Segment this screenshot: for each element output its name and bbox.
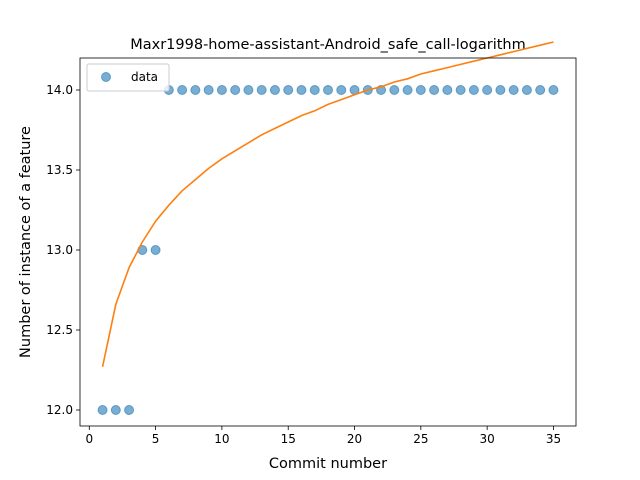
x-tick-label: 10 bbox=[214, 432, 229, 446]
data-point bbox=[323, 85, 333, 95]
x-tick-label: 20 bbox=[347, 432, 362, 446]
legend-label-data: data bbox=[131, 70, 158, 84]
data-point bbox=[269, 85, 280, 95]
x-tick-label: 25 bbox=[413, 432, 428, 446]
x-tick-label: 35 bbox=[546, 432, 561, 446]
data-point bbox=[203, 85, 214, 95]
x-tick-label: 30 bbox=[480, 432, 495, 446]
legend-marker bbox=[101, 72, 111, 82]
data-point bbox=[150, 245, 161, 255]
data-point bbox=[296, 85, 307, 95]
y-axis-label: Number of instance of a feature bbox=[18, 126, 34, 358]
data-point bbox=[508, 85, 519, 95]
legend-box bbox=[86, 63, 170, 92]
data-point bbox=[548, 85, 559, 95]
data-point bbox=[442, 85, 453, 95]
data-point bbox=[177, 85, 188, 95]
data-point bbox=[216, 85, 227, 95]
y-tick-label: 14.0 bbox=[46, 83, 73, 97]
data-point bbox=[256, 85, 267, 95]
y-tick-label: 13.5 bbox=[46, 163, 73, 177]
data-point bbox=[243, 85, 254, 95]
data-point bbox=[110, 405, 121, 415]
data-point bbox=[336, 85, 347, 95]
data-point bbox=[389, 85, 400, 95]
legend: data bbox=[86, 63, 170, 92]
x-tick-label: 0 bbox=[85, 432, 93, 446]
data-point bbox=[535, 85, 546, 95]
data-point bbox=[495, 85, 506, 95]
x-axis-label: Commit number bbox=[269, 456, 387, 472]
data-point bbox=[455, 85, 466, 95]
fit-line bbox=[101, 41, 554, 367]
data-point bbox=[230, 85, 241, 95]
data-point bbox=[521, 85, 532, 95]
axis-ticks: 0 5 10 15 20 25 30 35 12.0 12.5 13.0 13.5 14.0 bbox=[46, 83, 561, 446]
data-point bbox=[283, 85, 294, 95]
data-point bbox=[429, 85, 440, 95]
x-tick-label: 5 bbox=[152, 432, 160, 446]
y-tick-label: 12.5 bbox=[46, 323, 73, 337]
plot-frame bbox=[79, 57, 577, 427]
plot-area bbox=[97, 41, 559, 415]
data-point bbox=[97, 405, 108, 415]
data-point bbox=[468, 85, 479, 95]
data-point bbox=[415, 85, 426, 95]
data-point bbox=[190, 85, 201, 95]
chart-title: Maxr1998-home-assistant-Android_safe_cal… bbox=[130, 37, 526, 53]
data-point bbox=[482, 85, 493, 95]
x-tick-label: 15 bbox=[281, 432, 296, 446]
y-tick-label: 12.0 bbox=[46, 403, 73, 417]
data-point bbox=[309, 85, 320, 95]
data-point bbox=[402, 85, 413, 95]
y-tick-label: 13.0 bbox=[46, 243, 73, 257]
data-point bbox=[124, 405, 135, 415]
